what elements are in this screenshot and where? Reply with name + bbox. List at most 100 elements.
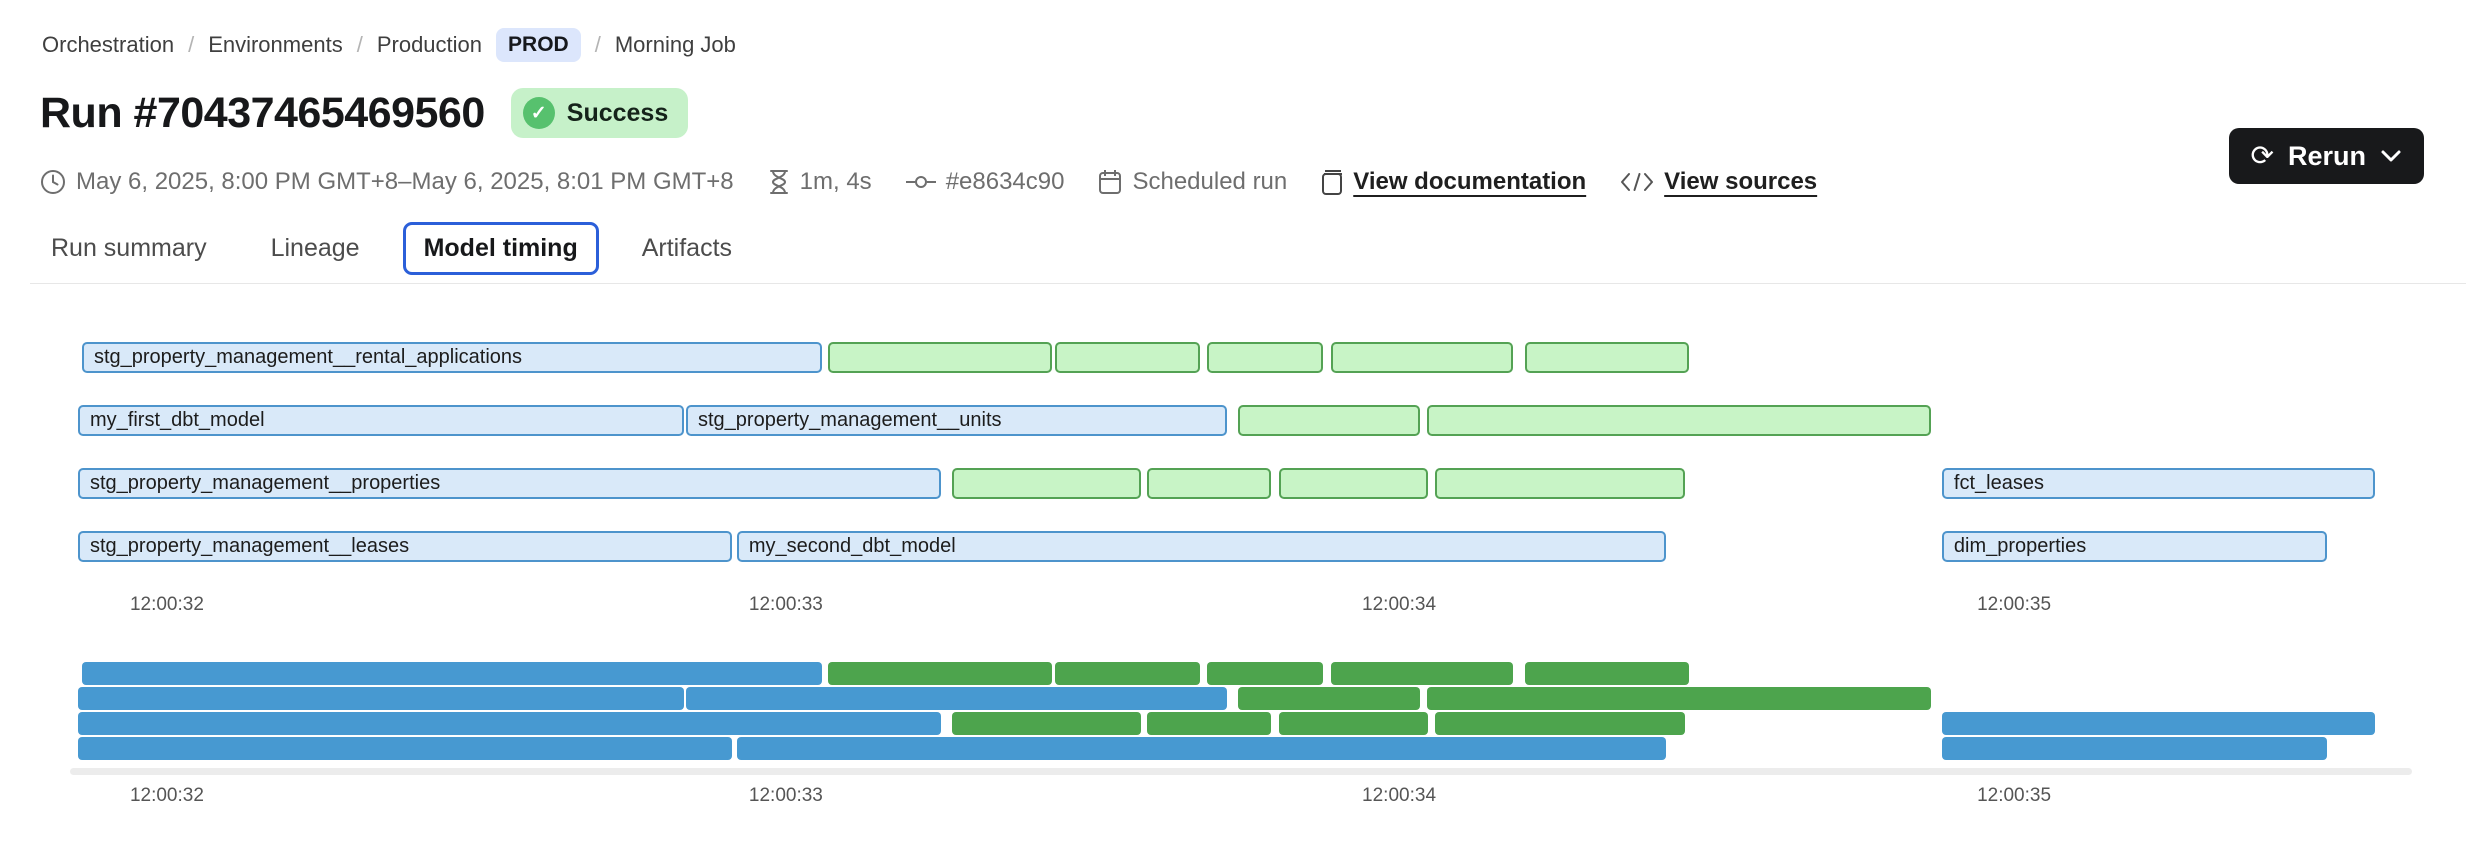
breadcrumb-separator: /: [356, 32, 363, 57]
minimap-bar[interactable]: [1427, 687, 1932, 710]
tab-run-summary[interactable]: Run summary: [51, 234, 207, 262]
gantt-bar-my_second_dbt_model[interactable]: my_second_dbt_model: [736, 531, 1666, 562]
commit-hash-text: #e8634c90: [945, 168, 1065, 195]
page-title: Run #70437465469560: [40, 88, 485, 137]
minimap-bar-stg_property_management__leases[interactable]: [78, 737, 732, 760]
gantt-bar[interactable]: [1525, 342, 1690, 373]
prod-env-badge: PROD: [496, 28, 581, 62]
minimap-bar-my_second_dbt_model[interactable]: [736, 737, 1666, 760]
minimap-bar-stg_property_management__units[interactable]: [686, 687, 1228, 710]
gantt-bar-stg_property_management__units[interactable]: stg_property_management__units: [686, 405, 1228, 436]
gantt-row: stg_property_management__leases my_second…: [78, 531, 2412, 562]
gantt-row: my_first_dbt_model stg_property_managemen…: [78, 405, 2412, 436]
title-row: Run #70437465469560 ✓ Success: [0, 62, 2466, 138]
tab-artifacts[interactable]: Artifacts: [641, 234, 733, 262]
breadcrumb-separator: /: [594, 32, 601, 57]
chevron-down-icon: [2380, 149, 2402, 163]
view-sources[interactable]: View sources: [1620, 168, 1817, 196]
minimap-bar-dim_properties[interactable]: [1941, 737, 2328, 760]
gantt-bar[interactable]: [1434, 468, 1685, 499]
minimap-bar[interactable]: [1434, 712, 1685, 735]
minimap-scroll-track[interactable]: [70, 768, 2412, 775]
status-badge-label: Success: [566, 98, 669, 127]
run-time-range-text: May 6, 2025, 8:00 PM GMT+8–May 6, 2025, …: [76, 168, 734, 195]
minimap-rows: [78, 662, 2412, 760]
gantt-bar[interactable]: [1330, 342, 1513, 373]
gantt-bar-stg_property_management__rental_applications[interactable]: stg_property_management__rental_applicat…: [81, 342, 822, 373]
minimap-bar[interactable]: [1525, 662, 1690, 685]
run-trigger: Scheduled run: [1098, 168, 1287, 196]
calendar-icon: [1098, 169, 1122, 195]
gantt-bar[interactable]: [1427, 405, 1932, 436]
gantt-row: stg_property_management__rental_applicat…: [78, 342, 2412, 373]
view-sources-link[interactable]: View sources: [1664, 168, 1818, 195]
timing-minimap: 12:00:32 12:00:33 12:00:34 12:00:35: [70, 662, 2412, 815]
minimap-bar-my_first_dbt_model[interactable]: [78, 687, 684, 710]
gantt-bar[interactable]: [1237, 405, 1421, 436]
view-documentation-link[interactable]: View documentation: [1353, 168, 1587, 195]
minimap-bar[interactable]: [1279, 712, 1428, 735]
tab-lineage[interactable]: Lineage: [270, 234, 360, 262]
document-icon: [1321, 169, 1343, 196]
gantt-bar-fct_leases[interactable]: fct_leases: [1941, 468, 2375, 499]
breadcrumb-orchestration[interactable]: Orchestration: [42, 32, 175, 57]
run-duration-text: 1m, 4s: [799, 168, 872, 195]
gantt-bar-dim_properties[interactable]: dim_properties: [1941, 531, 2328, 562]
minimap-bar[interactable]: [1206, 662, 1323, 685]
axis-tick-label: 12:00:32: [129, 785, 204, 806]
run-meta-row: May 6, 2025, 8:00 PM GMT+8–May 6, 2025, …: [0, 138, 2466, 196]
axis-tick-label: 12:00:35: [1977, 785, 2052, 806]
minimap-bar[interactable]: [952, 712, 1142, 735]
run-time-range: May 6, 2025, 8:00 PM GMT+8–May 6, 2025, …: [40, 168, 734, 196]
minimap-bar-fct_leases[interactable]: [1941, 712, 2375, 735]
gantt-bar-stg_property_management__properties[interactable]: stg_property_management__properties: [78, 468, 941, 499]
minimap-bar-stg_property_management__properties[interactable]: [78, 712, 941, 735]
run-duration: 1m, 4s: [768, 168, 872, 196]
minimap-bar[interactable]: [1330, 662, 1513, 685]
minimap-row: [78, 712, 2412, 735]
gantt-bar[interactable]: [1279, 468, 1428, 499]
minimap-bar[interactable]: [1146, 712, 1271, 735]
minimap-row: [78, 687, 2412, 710]
git-commit-icon: [905, 172, 936, 192]
gantt-bar[interactable]: [827, 342, 1052, 373]
gantt-bar-stg_property_management__leases[interactable]: stg_property_management__leases: [78, 531, 732, 562]
minimap-bar[interactable]: [1055, 662, 1200, 685]
run-trigger-text: Scheduled run: [1132, 168, 1288, 195]
gantt-bar-my_first_dbt_model[interactable]: my_first_dbt_model: [78, 405, 684, 436]
breadcrumb-environments[interactable]: Environments: [208, 32, 343, 57]
gantt-bar[interactable]: [952, 468, 1142, 499]
clock-icon: [40, 169, 66, 195]
status-badge: ✓ Success: [510, 88, 689, 138]
minimap-bar-stg_property_management__rental_applications[interactable]: [81, 662, 822, 685]
run-tabs: Run summary Lineage Model timing Artifac…: [30, 222, 2466, 284]
gantt-row: stg_property_management__properties fct_l…: [78, 468, 2412, 499]
rerun-button-label: Rerun: [2287, 140, 2366, 171]
tab-model-timing[interactable]: Model timing: [402, 222, 599, 275]
gantt-bar[interactable]: [1206, 342, 1323, 373]
refresh-icon: ⟳: [2250, 140, 2274, 171]
gantt-time-axis: 12:00:32 12:00:33 12:00:34 12:00:35: [78, 594, 2412, 628]
breadcrumb-separator: /: [188, 32, 195, 57]
hourglass-icon: [768, 169, 790, 195]
view-documentation[interactable]: View documentation: [1321, 168, 1586, 196]
axis-tick-label: 12:00:34: [1362, 594, 1437, 615]
gantt-bar[interactable]: [1055, 342, 1200, 373]
minimap-row: [78, 737, 2412, 760]
rerun-button[interactable]: ⟳ Rerun: [2228, 128, 2424, 184]
code-icon: [1620, 171, 1654, 193]
minimap-row: [78, 662, 2412, 685]
axis-tick-label: 12:00:34: [1362, 785, 1437, 806]
breadcrumb-morning-job[interactable]: Morning Job: [614, 32, 736, 57]
axis-tick-label: 12:00:33: [748, 785, 823, 806]
gantt-bar[interactable]: [1146, 468, 1271, 499]
axis-tick-label: 12:00:35: [1977, 594, 2052, 615]
axis-tick-label: 12:00:32: [129, 594, 204, 615]
gantt-rows: stg_property_management__rental_applicat…: [78, 342, 2412, 562]
minimap-time-axis: 12:00:32 12:00:33 12:00:34 12:00:35: [78, 785, 2412, 815]
breadcrumb-production[interactable]: Production: [376, 32, 483, 57]
minimap-bar[interactable]: [1237, 687, 1421, 710]
minimap-bar[interactable]: [827, 662, 1052, 685]
axis-tick-label: 12:00:33: [748, 594, 823, 615]
